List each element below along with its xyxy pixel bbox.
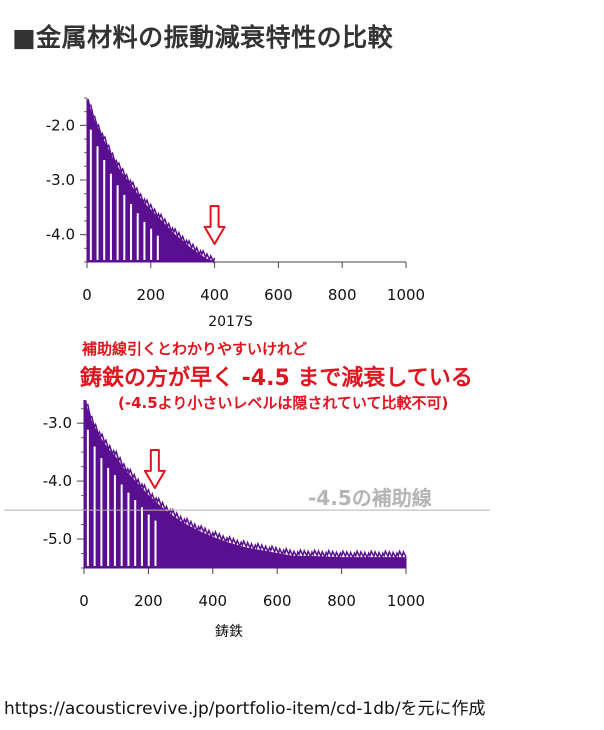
x-axis-label: 鋳鉄 — [215, 623, 243, 640]
x-axis-label: 2017S — [208, 314, 253, 330]
annotation-line-1: 補助線引くとわかりやすいけれど — [82, 340, 308, 358]
x-tick-label: 400 — [198, 592, 227, 610]
y-tick-label: -2.0 — [46, 116, 75, 134]
page-title: ■金属材料の振動減衰特性の比較 — [12, 23, 394, 52]
x-tick-label: 400 — [200, 286, 229, 304]
source-credit: https://acousticrevive.jp/portfolio-item… — [4, 699, 486, 719]
chart-2017s: -2.0 -3.0 -4.0 0 200 400 600 800 1000 2017S — [46, 97, 425, 330]
x-tick-label: 200 — [136, 286, 165, 304]
x-tick-label: 200 — [134, 592, 163, 610]
x-tick-label: 1000 — [387, 592, 425, 610]
x-tick-label: 0 — [82, 286, 92, 304]
y-tick-label: -5.0 — [43, 530, 72, 548]
y-tick-label: -4.0 — [46, 226, 75, 244]
x-tick-label: 0 — [79, 592, 89, 610]
x-tick-label: 800 — [328, 286, 357, 304]
x-tick-label: 1000 — [387, 286, 425, 304]
annotation-line-2: 鋳鉄の方が早く -4.5 まで減衰している — [80, 366, 473, 391]
y-tick-label: -4.0 — [43, 472, 72, 490]
reference-line-label: -4.5の補助線 — [308, 486, 432, 510]
x-tick-label: 600 — [263, 592, 292, 610]
x-tick-label: 600 — [264, 286, 293, 304]
marker-arrow-icon — [143, 449, 166, 489]
y-tick-label: -3.0 — [43, 414, 72, 432]
decay-edge — [86, 98, 216, 264]
chart-cast-iron: -3.0 -4.0 -5.0 0 200 400 600 800 1000 鋳鉄 — [4, 400, 490, 640]
marker-arrow-icon — [203, 205, 226, 245]
annotation-line-3: (-4.5より小さいレベルは隠されていて比較不可) — [118, 394, 449, 412]
decay-edge — [84, 400, 407, 560]
y-tick-label: -3.0 — [46, 171, 75, 189]
x-tick-label: 800 — [327, 592, 356, 610]
